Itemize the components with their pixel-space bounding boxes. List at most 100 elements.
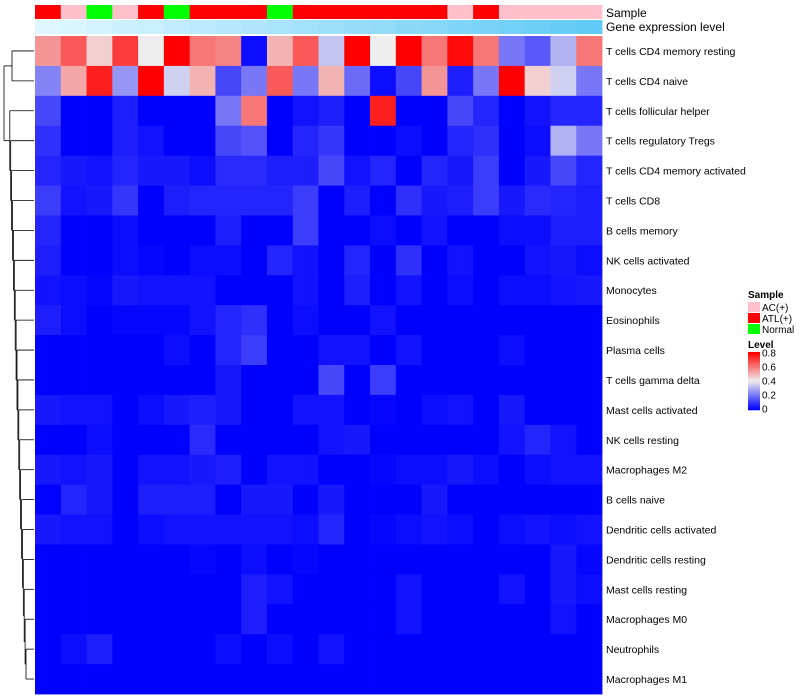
heatmap-cell [189,394,216,426]
heatmap-cell [86,36,113,67]
heatmap-cell [112,36,139,67]
heatmap-cell [447,275,474,306]
heatmap-cell [550,65,577,97]
heatmap-cell [421,305,448,336]
heatmap-cell [550,335,577,366]
heatmap-cell [266,125,294,157]
heatmap-cell [318,454,345,486]
sample-annotation-cell [163,5,191,19]
heatmap-cell [498,544,526,575]
heatmap-cell [241,275,268,306]
heatmap-cell [370,604,397,635]
heatmap-cell [576,514,603,545]
heatmap-cell [292,245,319,276]
heatmap-cell [35,454,62,486]
heatmap-cell [86,95,113,127]
row-label: Mast cells activated [606,405,698,417]
heatmap-cell [473,604,500,635]
heatmap-cell [292,335,319,366]
heatmap-cell [421,664,448,695]
heatmap-cell [215,245,242,276]
heatmap-cell [550,454,577,486]
colorbar-segment [748,376,760,379]
heatmap-cell [473,634,500,665]
colorbar-segment [748,356,760,359]
colorbar-segment [748,407,760,409]
heatmap-cell [86,215,113,246]
heatmap-cell [60,604,87,635]
heatmap-cell [112,245,139,276]
legend-swatch [748,324,760,334]
heatmap-cell [318,125,345,157]
heatmap-cell [473,484,500,515]
expression-annotation-cell [344,20,371,34]
heatmap-cell [241,245,268,276]
heatmap-cell [241,484,268,515]
heatmap-cell [318,664,345,695]
heatmap-cell [395,245,422,276]
heatmap-cell [447,245,474,276]
expression-annotation-cell [370,20,397,34]
heatmap-cell [163,215,191,246]
heatmap-cell [292,514,319,545]
heatmap-cell [447,65,474,97]
heatmap-cell [60,484,87,515]
heatmap-cell [86,335,113,366]
heatmap-cell [60,185,87,216]
sample-annotation-label: Sample [606,6,647,20]
heatmap-cell [60,365,87,396]
heatmap-cell [473,95,500,127]
legend-level-title: Level [748,340,774,351]
heatmap-cell [318,245,345,276]
heatmap-cell [215,155,242,186]
colorbar-segment [748,396,760,399]
heatmap-cell [498,65,526,97]
heatmap-cell [473,365,500,396]
heatmap-cell [447,634,474,665]
heatmap-cell [318,604,345,635]
heatmap-cell [189,664,216,695]
heatmap-cell [318,484,345,515]
expression-annotation-cell [215,20,242,34]
heatmap-cell [318,634,345,665]
heatmap-cell [498,305,526,336]
heatmap-cell [35,634,62,665]
colorbar-segment [748,370,760,373]
heatmap-cell [576,36,603,67]
heatmap-cell [112,65,139,97]
heatmap-cell [550,125,577,157]
heatmap-cell [138,484,165,515]
heatmap-cell [35,36,62,67]
heatmap-cell [292,65,319,97]
colorbar-segment [748,369,760,372]
heatmap-cell [318,424,345,456]
heatmap-cell [473,305,500,336]
heatmap-cell [292,365,319,396]
colorbar-segment [748,389,760,392]
sample-annotation-cell [344,5,371,19]
legend-sample-title: Sample [748,290,784,301]
heatmap-cell [344,484,371,515]
heatmap-cell [112,574,139,605]
heatmap-cell [421,155,448,186]
heatmap-cell [138,245,165,276]
heatmap-cell [318,275,345,306]
expression-annotation-cell [292,20,319,34]
heatmap-cell [550,95,577,127]
heatmap-cell [370,125,397,157]
heatmap-cell [266,574,294,605]
heatmap-cell [395,185,422,216]
heatmap-cell [473,454,500,486]
heatmap-cell [138,365,165,396]
heatmap-cell [550,634,577,665]
colorbar-segment [748,395,760,398]
heatmap-cell [138,454,165,486]
annotation-labels: Sample Gene expression level [606,6,725,34]
heatmap-cell [266,245,294,276]
sample-annotation-cell [576,5,603,19]
heatmap-cell [163,305,191,336]
heatmap-cell [344,185,371,216]
heatmap-cell [189,424,216,456]
heatmap-cell [524,215,551,246]
heatmap-cell [576,215,603,246]
